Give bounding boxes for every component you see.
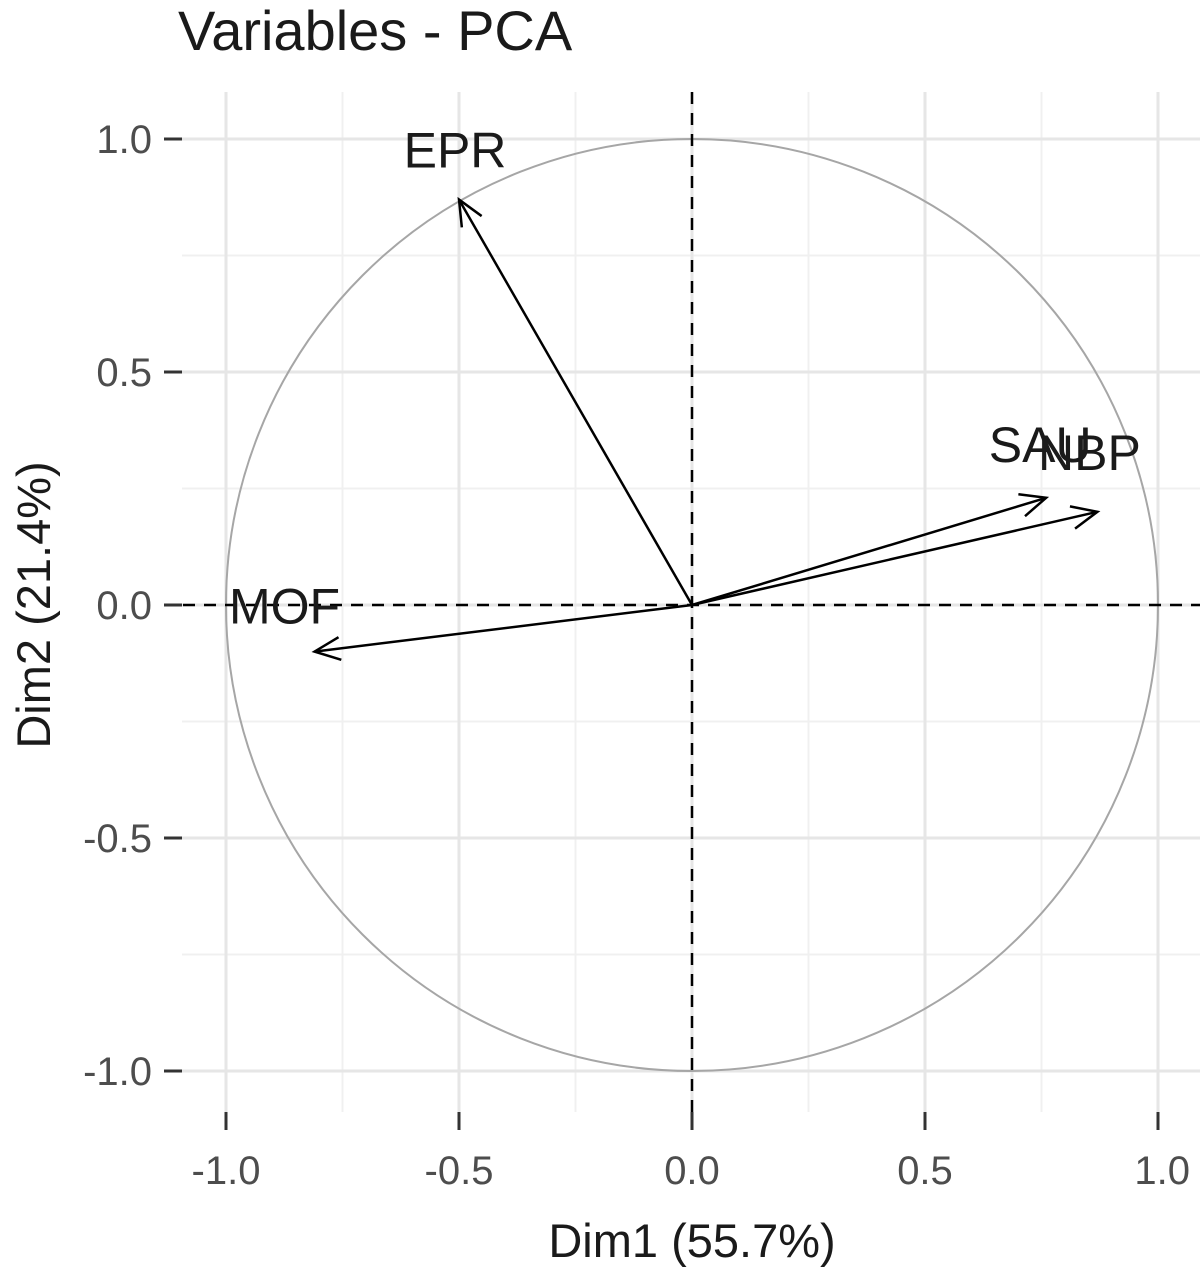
x-tick-label: 0.5 xyxy=(897,1149,953,1193)
arrow-mof xyxy=(311,603,693,661)
arrow-epr xyxy=(457,196,694,606)
y-tick-label: -0.5 xyxy=(83,817,152,861)
reference-lines xyxy=(182,92,1200,1112)
x-tick-label: -1.0 xyxy=(192,1149,261,1193)
label-sau: SAU xyxy=(989,417,1092,473)
y-tick-label: 1.0 xyxy=(96,118,152,162)
y-tick-label: -1.0 xyxy=(83,1050,152,1094)
x-axis-title: Dim1 (55.7%) xyxy=(548,1214,835,1267)
label-epr: EPR xyxy=(404,123,507,179)
x-tick-label: 1.0 xyxy=(1134,1149,1190,1193)
label-nbp: NBP xyxy=(1038,425,1141,481)
variable-arrows xyxy=(311,196,1101,661)
axis-ticks: -1.0 -0.5 0.0 0.5 1.0 -1.0 -0.5 0.0 0.5 1.0 xyxy=(83,118,1190,1193)
label-mof: MOF xyxy=(229,579,340,635)
chart-title: Variables - PCA xyxy=(178,0,573,62)
arrow-sau xyxy=(691,493,1050,607)
arrow-nbp xyxy=(691,505,1101,607)
y-tick-label: 0.0 xyxy=(96,584,152,628)
y-tick-label: 0.5 xyxy=(96,351,152,395)
y-axis-title: Dim2 (21.4%) xyxy=(7,461,60,748)
x-tick-label: -0.5 xyxy=(425,1149,494,1193)
x-tick-label: 0.0 xyxy=(664,1149,720,1193)
